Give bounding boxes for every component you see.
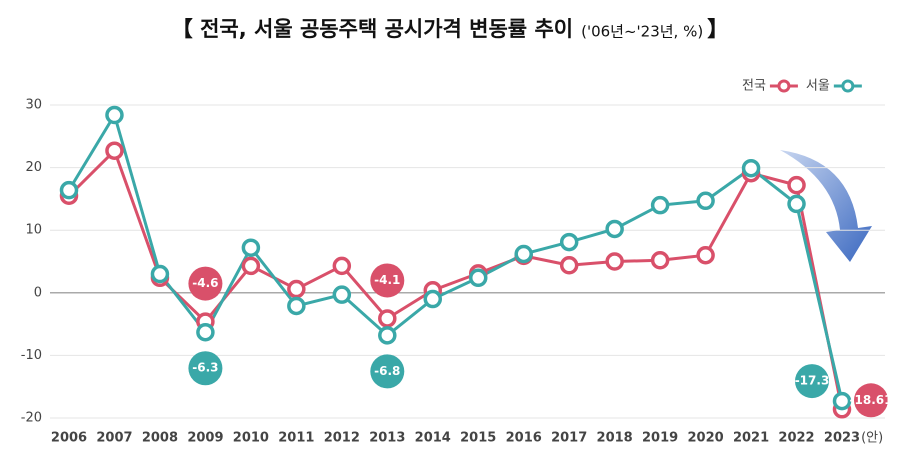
point-marker (105, 141, 124, 160)
point-marker (650, 195, 670, 215)
data-label-bubble (795, 364, 829, 399)
point-marker (741, 158, 761, 178)
point-marker (787, 194, 806, 214)
x-tick-label: 2018 (597, 431, 633, 446)
x-tick-label: 2014 (415, 431, 451, 446)
point-marker (605, 252, 624, 271)
point-marker (287, 296, 306, 316)
data-label-bubble (188, 266, 223, 301)
point-marker (832, 391, 852, 411)
point-marker (150, 264, 170, 284)
data-label: -6.8 (374, 364, 400, 378)
y-tick-label: -10 (21, 348, 42, 363)
chart-subtitle: ('06년~'23년, %) (581, 23, 703, 41)
x-tick-label: 2009 (187, 431, 223, 446)
data-label: -18.61 (850, 393, 893, 407)
point-marker (196, 322, 215, 342)
point-marker (332, 256, 352, 276)
x-tick-label: 2017 (551, 431, 587, 446)
point-marker (559, 232, 579, 252)
legend-marker (841, 79, 855, 93)
data-label-bubble (188, 351, 223, 386)
x-tick-label: 2020 (687, 431, 723, 446)
y-tick-label: -20 (21, 411, 42, 426)
data-label: -17.3 (795, 374, 830, 388)
point-marker (241, 238, 261, 257)
point-marker (378, 326, 397, 345)
x-tick-label: 2012 (324, 431, 360, 446)
y-tick-label: 30 (25, 98, 42, 113)
x-tick-label: 2011 (278, 431, 314, 446)
chart-title-end: 】 (707, 17, 728, 41)
data-label-bubble (370, 263, 405, 298)
x-tick-label: 2015 (460, 431, 496, 446)
x-tick-label: 2008 (142, 431, 178, 446)
point-marker (59, 180, 79, 200)
point-marker (287, 279, 306, 299)
point-marker (423, 289, 443, 309)
data-label: -6.3 (192, 361, 218, 375)
point-marker (378, 309, 397, 328)
data-label: -4.6 (192, 276, 218, 290)
x-tick-label: 2013 (369, 431, 405, 446)
point-marker (696, 191, 715, 211)
legend-marker (777, 79, 791, 93)
y-tick-label: 10 (25, 223, 42, 238)
legend-label: 전국 (742, 79, 766, 94)
series-line (67, 111, 844, 402)
point-marker (468, 268, 488, 288)
x-tick-label: 2023 (824, 431, 860, 446)
y-tick-label: 0 (34, 285, 42, 300)
data-label-bubble (370, 354, 405, 389)
point-marker (332, 285, 352, 304)
x-tick-label: 2022 (778, 431, 814, 446)
x-tick-label: 2007 (96, 431, 132, 446)
point-marker (650, 250, 670, 270)
y-tick-label: 20 (25, 160, 42, 175)
x-tick-label: 2016 (506, 431, 542, 446)
trend-arrow (780, 150, 872, 262)
x-tick-note: (안) (861, 431, 883, 446)
point-marker (241, 256, 261, 276)
series-line (67, 147, 844, 410)
point-marker (105, 105, 124, 125)
point-marker (605, 219, 624, 239)
x-tick-label: 2019 (642, 431, 678, 446)
x-tick-label: 2006 (51, 431, 87, 446)
point-marker (787, 175, 806, 195)
data-label-bubble (854, 383, 888, 418)
legend-label: 서울 (806, 79, 830, 94)
point-marker (514, 244, 533, 264)
x-tick-label: 2021 (733, 431, 769, 446)
point-marker (696, 245, 715, 265)
chart-title: 【 전국, 서울 공동주택 공시가격 변동률 추이 (172, 17, 573, 41)
data-label: -4.1 (374, 273, 400, 287)
point-marker (559, 256, 579, 275)
x-tick-label: 2010 (233, 431, 269, 446)
